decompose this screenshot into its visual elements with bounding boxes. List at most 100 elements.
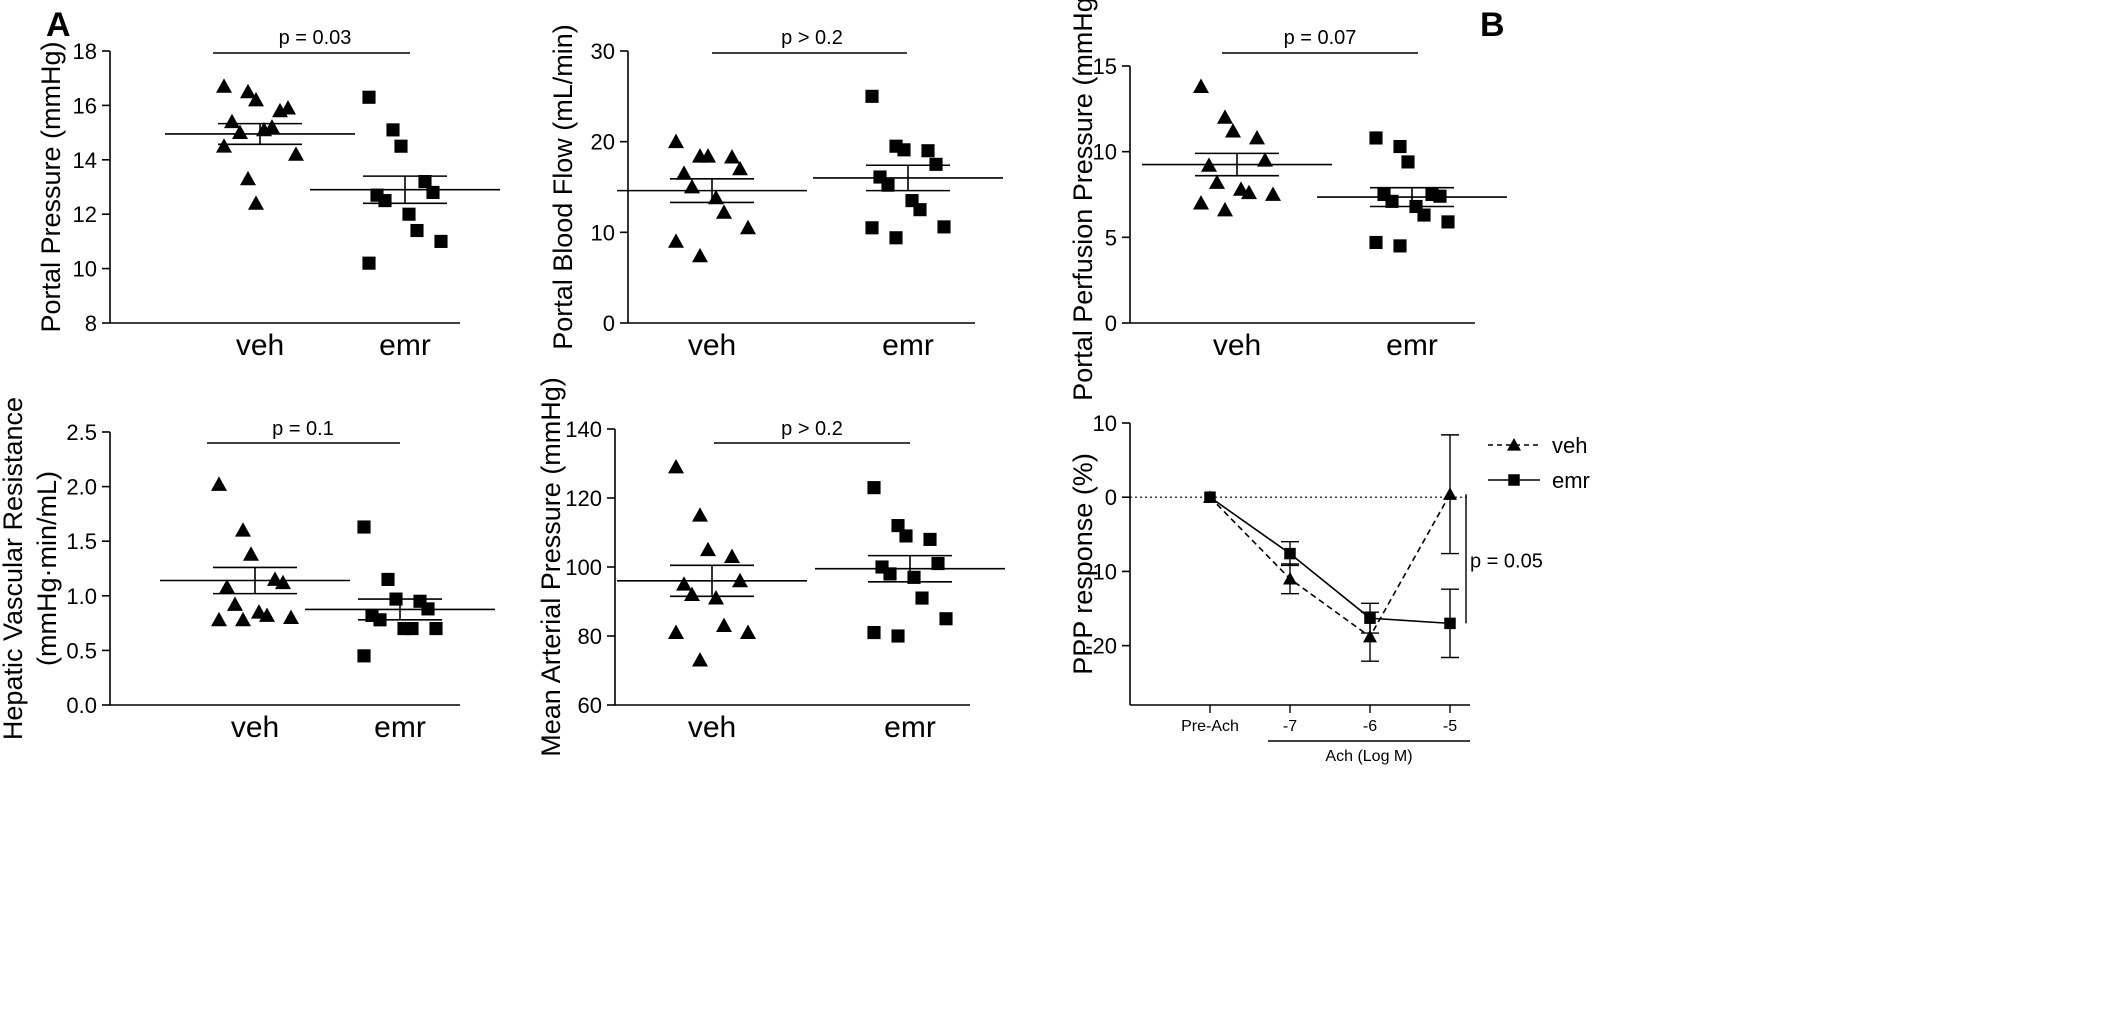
emr-point bbox=[418, 175, 432, 189]
veh-point bbox=[684, 586, 700, 601]
emr-point bbox=[915, 591, 929, 605]
emr-point bbox=[357, 649, 371, 663]
emr-point bbox=[891, 629, 905, 643]
emr-point bbox=[867, 625, 881, 640]
y-tick-label: 5 bbox=[1105, 225, 1117, 250]
y-axis-title: Mean Arterial Pressure (mmHg) bbox=[536, 377, 566, 757]
y-tick-label: 0.0 bbox=[66, 693, 97, 718]
y-tick-label: 1.0 bbox=[66, 584, 97, 609]
veh-point bbox=[248, 195, 264, 210]
veh-point bbox=[1217, 109, 1233, 124]
emr-point bbox=[1369, 131, 1383, 145]
veh-point bbox=[227, 596, 243, 611]
veh-point bbox=[1217, 201, 1233, 217]
veh-point bbox=[676, 165, 692, 180]
veh-point bbox=[235, 522, 251, 537]
veh-point bbox=[1193, 195, 1209, 210]
portal-blood-flow-chart: 0 10 20 30 Portal Blood Flow (mL/min) veh emr p… bbox=[548, 24, 1003, 362]
y-tick-label: 16 bbox=[73, 93, 97, 118]
veh-point bbox=[235, 611, 251, 627]
veh-point bbox=[211, 476, 227, 491]
emr-point bbox=[381, 572, 395, 586]
emr-point bbox=[931, 556, 945, 571]
veh-point bbox=[700, 541, 716, 557]
panel-letter-b: B bbox=[1480, 6, 1505, 44]
veh-point bbox=[1363, 629, 1377, 643]
veh-point bbox=[740, 219, 756, 235]
legend-emr-marker bbox=[1508, 474, 1520, 486]
y-axis-title-line-2: (mmHg·min/mL) bbox=[32, 471, 62, 666]
y-tick-label: 18 bbox=[73, 39, 97, 64]
y-axis-title: Portal Perfusion Pressure (mmHg) bbox=[1068, 0, 1098, 401]
veh-point bbox=[668, 133, 684, 149]
y-axis-title: PPP response (%) bbox=[1068, 453, 1098, 675]
p-value-label: p > 0.2 bbox=[781, 418, 843, 440]
y-tick-label: 2.0 bbox=[66, 475, 97, 500]
category-label-emr: emr bbox=[374, 711, 426, 744]
x-tick-label: Pre-Ach bbox=[1181, 718, 1239, 735]
category-label-emr: emr bbox=[379, 329, 431, 362]
veh-point bbox=[676, 576, 692, 591]
veh-point bbox=[248, 91, 264, 107]
veh-point bbox=[288, 146, 304, 161]
veh-point bbox=[1249, 129, 1265, 145]
veh-point bbox=[283, 609, 299, 625]
legend-emr-label: emr bbox=[1552, 468, 1590, 493]
p-value-label: p = 0.1 bbox=[272, 418, 334, 440]
veh-point bbox=[732, 160, 748, 176]
y-tick-label: -10 bbox=[1085, 559, 1117, 584]
y-tick-label: 2.5 bbox=[66, 420, 97, 445]
veh-point bbox=[668, 458, 684, 474]
y-tick-label: 0 bbox=[1105, 485, 1117, 510]
emr-point bbox=[1204, 491, 1216, 503]
p-value-label: p = 0.07 bbox=[1284, 27, 1357, 49]
emr-point bbox=[362, 256, 376, 270]
veh-point bbox=[684, 179, 700, 194]
x-tick-label: -7 bbox=[1283, 718, 1297, 735]
y-tick-label: 140 bbox=[565, 417, 602, 442]
emr-point bbox=[921, 144, 935, 158]
veh-point bbox=[692, 247, 708, 263]
category-label-emr: emr bbox=[1386, 329, 1438, 362]
emr-point bbox=[1444, 617, 1456, 630]
veh-point bbox=[1443, 487, 1457, 500]
emr-point bbox=[357, 520, 371, 534]
veh-point bbox=[1209, 174, 1225, 189]
veh-point bbox=[280, 100, 296, 115]
veh-point bbox=[668, 233, 684, 248]
y-tick-label: 10 bbox=[73, 257, 97, 282]
y-axis-title: Portal Blood Flow (mL/min) bbox=[548, 24, 578, 350]
emr-point bbox=[1364, 612, 1376, 624]
y-axis-title: Portal Pressure (mmHg) bbox=[36, 41, 66, 332]
emr-point bbox=[929, 157, 943, 171]
emr-point bbox=[867, 481, 881, 495]
y-axis-title-line-1: Hepatic Vascular Resistance bbox=[0, 397, 28, 740]
veh-point bbox=[740, 624, 756, 639]
veh-point bbox=[1283, 571, 1297, 585]
emr-point bbox=[937, 220, 951, 234]
veh-series-line bbox=[1209, 493, 1451, 638]
category-label-veh: veh bbox=[688, 329, 736, 362]
emr-point bbox=[1433, 189, 1447, 203]
veh-point bbox=[240, 83, 256, 99]
veh-point bbox=[692, 507, 708, 522]
veh-point bbox=[716, 617, 732, 633]
y-tick-label: 12 bbox=[73, 202, 97, 227]
p-value-label: p = 0.05 bbox=[1470, 550, 1543, 572]
legend-veh-marker bbox=[1507, 438, 1521, 451]
emr-point bbox=[378, 194, 392, 208]
y-tick-label: -20 bbox=[1085, 634, 1117, 659]
portal-pressure-chart: 8 10 12 14 16 18 Portal Pressure (mmHg) veh emr p… bbox=[36, 27, 500, 362]
emr-point bbox=[899, 529, 913, 543]
veh-point bbox=[224, 113, 240, 129]
veh-point bbox=[219, 579, 235, 594]
emr-point bbox=[897, 143, 911, 157]
y-tick-label: 10 bbox=[1093, 411, 1117, 436]
y-tick-label: 15 bbox=[1093, 54, 1117, 79]
veh-point bbox=[708, 590, 724, 605]
veh-point bbox=[716, 204, 732, 219]
emr-point bbox=[410, 223, 424, 238]
veh-point bbox=[211, 611, 227, 627]
